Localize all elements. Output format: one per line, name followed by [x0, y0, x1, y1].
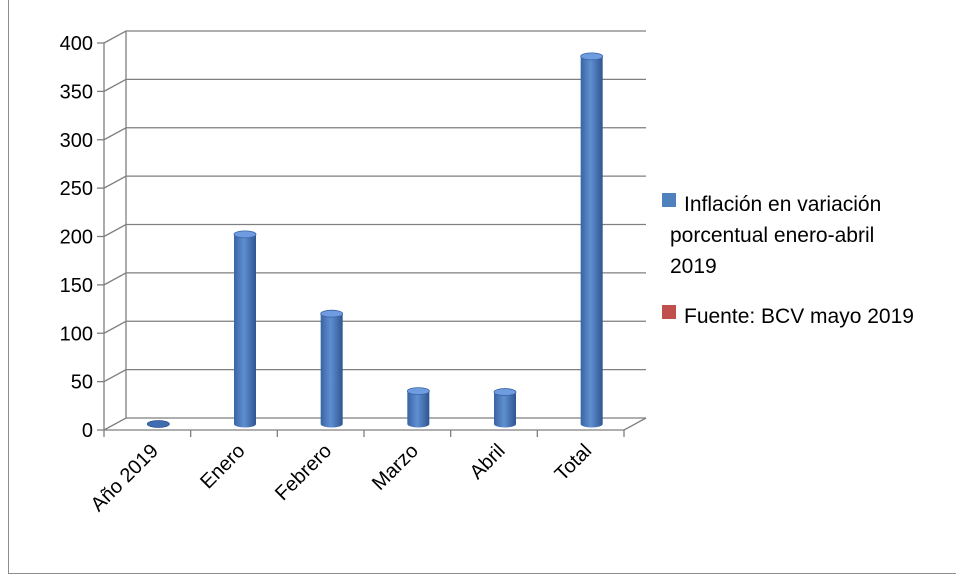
- chart-frame: [8, 0, 956, 574]
- bar: [320, 309, 344, 428]
- bar-top: [580, 52, 604, 61]
- x-tick-label: Marzo: [368, 440, 423, 495]
- bar-top: [406, 387, 430, 396]
- gridline: [103, 417, 646, 431]
- bar: [233, 230, 257, 428]
- x-tick-label: Enero: [196, 440, 249, 493]
- gridline: [103, 272, 646, 286]
- bar-body: [494, 392, 516, 428]
- legend-swatch: [662, 305, 676, 319]
- x-tick-labels: Año 2019 Enero Febrero Marzo Abril Total: [87, 440, 596, 516]
- y-tick-label: 50: [71, 372, 93, 394]
- legend-label: Inflación en variación: [684, 193, 881, 216]
- gridline: [103, 368, 646, 383]
- bar-body: [407, 391, 430, 428]
- x-tick-label: Total: [551, 440, 596, 485]
- y-tick-label: 250: [60, 178, 93, 200]
- y-tick-label: 400: [60, 33, 93, 55]
- y-tick-label: 150: [60, 275, 93, 297]
- bar: [493, 388, 517, 428]
- legend-item: Fuente: BCV mayo 2019: [662, 305, 914, 328]
- floor-edge: [623, 417, 647, 431]
- legend: Inflación en variación porcentual enero-a…: [662, 193, 914, 328]
- bar-top: [493, 388, 517, 396]
- gridline: [103, 320, 646, 334]
- bar-body: [580, 56, 603, 428]
- bar-top: [233, 230, 257, 239]
- x-tick-label: Abril: [466, 440, 510, 484]
- gridlines: [97, 30, 646, 431]
- legend-swatch: [662, 193, 676, 207]
- y-tick-labels: 0 50 100 150 200 250 300 350 400: [60, 33, 93, 442]
- legend-label: Fuente: BCV mayo 2019: [684, 305, 914, 328]
- y-tick-label: 100: [60, 323, 93, 345]
- y-tick-label: 300: [60, 130, 93, 152]
- bars: [146, 52, 604, 428]
- bar: [580, 52, 604, 428]
- gridline: [103, 223, 646, 238]
- bar-cap: [146, 420, 170, 428]
- gridline: [103, 175, 646, 189]
- y-tick-label: 200: [60, 227, 93, 249]
- bar: [406, 387, 430, 428]
- bar-top: [320, 309, 344, 318]
- legend-label: porcentual enero-abril: [670, 224, 874, 247]
- axes: [103, 43, 647, 437]
- y-tick-label: 350: [60, 81, 93, 103]
- bar-body: [234, 234, 256, 428]
- legend-item: Inflación en variación porcentual enero-a…: [662, 193, 881, 278]
- legend-label: 2019: [670, 255, 717, 278]
- gridline: [103, 78, 646, 92]
- x-tick-label: Año 2019: [87, 440, 163, 516]
- x-tick-label: Febrero: [271, 440, 336, 505]
- bar-body: [320, 313, 343, 428]
- bar: [146, 420, 170, 428]
- gridline: [103, 30, 646, 44]
- y-tick-label: 0: [82, 420, 93, 442]
- gridline: [103, 127, 646, 141]
